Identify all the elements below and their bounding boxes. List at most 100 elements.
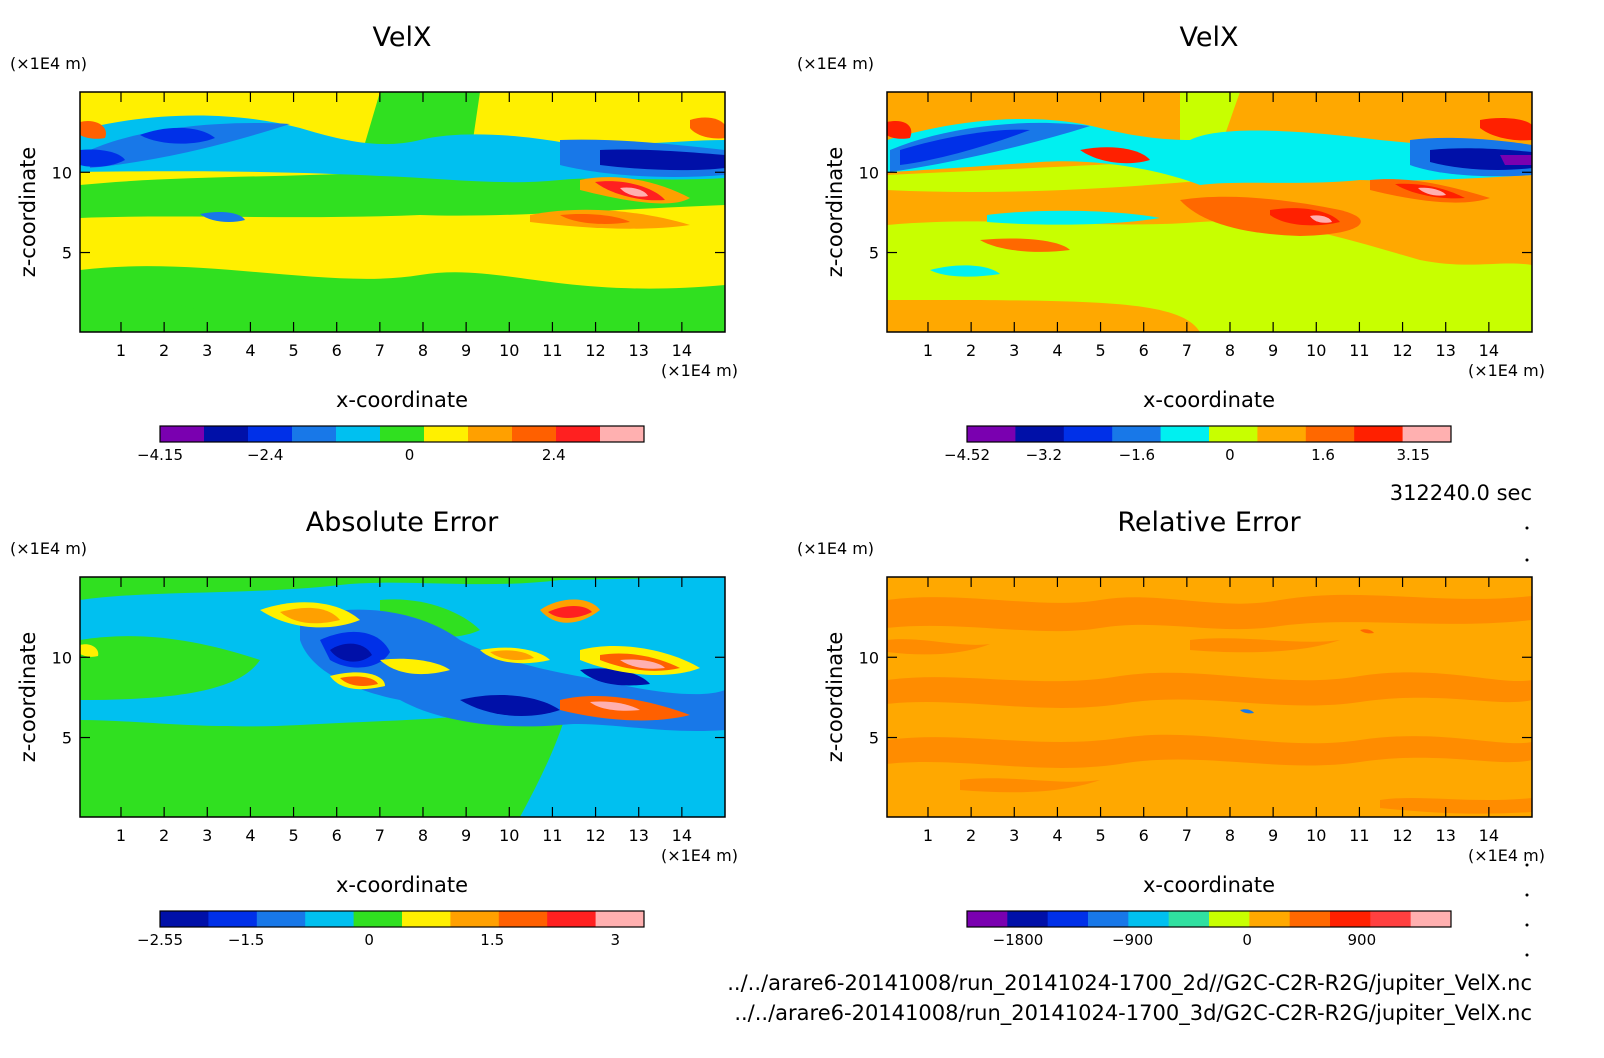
x-axis-label: x-coordinate — [336, 388, 468, 412]
x-tick-label: 6 — [332, 341, 342, 360]
colorbar-segment — [1063, 426, 1113, 442]
x-tick-label: 4 — [1052, 826, 1062, 845]
colorbar-tick-label: −1.6 — [1119, 446, 1155, 464]
x-axis-label: x-coordinate — [1143, 388, 1275, 412]
x-tick-label: 12 — [585, 826, 605, 845]
colorbar-segment — [1305, 426, 1355, 442]
x-tick-label: 13 — [629, 341, 649, 360]
x-tick-label: 12 — [585, 341, 605, 360]
colorbar-tick-label: 3.15 — [1396, 446, 1429, 464]
y-tick-label: 5 — [869, 244, 879, 263]
colorbar-segment — [547, 911, 597, 927]
colorbar-segment — [1402, 426, 1452, 442]
colorbar-segment — [353, 911, 403, 927]
x-tick-label: 6 — [332, 826, 342, 845]
x-tick-label: 6 — [1139, 341, 1149, 360]
x-tick-label: 2 — [159, 341, 169, 360]
colorbar-segment — [1249, 911, 1291, 927]
x-tick-label: 1 — [116, 826, 126, 845]
y-unit-label: (×1E4 m) — [797, 54, 874, 73]
y-tick-label: 10 — [52, 163, 72, 182]
y-unit-label: (×1E4 m) — [10, 54, 87, 73]
colorbar-segment — [556, 426, 601, 442]
colorbar-segment — [967, 911, 1008, 927]
colorbar-segment — [1209, 426, 1258, 442]
colorbar-segment — [512, 426, 557, 442]
x-tick-label: 4 — [245, 341, 255, 360]
x-tick-label: 13 — [1436, 341, 1456, 360]
x-tick-label: 10 — [499, 341, 519, 360]
x-tick-label: 14 — [672, 826, 692, 845]
x-tick-label: 11 — [1349, 341, 1369, 360]
plot-frame — [79, 576, 726, 818]
colorbar-segment — [1088, 911, 1129, 927]
file-path-2d: ../../arare6-20141008/run_20141024-1700_… — [727, 971, 1532, 996]
colorbar-tick-label: −1800 — [993, 931, 1044, 949]
colorbar-tick-label: 0 — [405, 446, 415, 464]
x-tick-label: 2 — [966, 341, 976, 360]
panel-title: VelX — [373, 22, 432, 53]
x-tick-label: 7 — [375, 341, 385, 360]
y-ticks: 5 10 — [52, 163, 725, 263]
y-tick-label: 5 — [62, 244, 72, 263]
colorbar-segment — [256, 911, 306, 927]
colorbar-segment — [336, 426, 381, 442]
x-ticks: 1 2 3 4 5 6 7 8 9 10 11 12 13 14 — [923, 577, 1499, 845]
colorbar-segment — [424, 426, 469, 442]
y-axis-label: z-coordinate — [16, 632, 40, 763]
x-tick-label: 10 — [1306, 341, 1326, 360]
colorbar: −1800 −900 0 900 — [966, 910, 1452, 949]
x-tick-label: 4 — [1052, 341, 1062, 360]
x-tick-label: 14 — [1479, 341, 1499, 360]
colorbar-segment — [967, 426, 1016, 442]
separator-dots — [1525, 526, 1529, 957]
x-tick-label: 3 — [202, 341, 212, 360]
colorbar-tick-label: −1.5 — [228, 931, 264, 949]
colorbar-segment — [305, 911, 355, 927]
colorbar-segment — [1209, 911, 1250, 927]
panel-absolute-error: Absolute Error (×1E4 m) — [10, 507, 738, 949]
x-tick-label: 10 — [499, 826, 519, 845]
colorbar-segment — [1168, 911, 1210, 927]
colorbar-tick-label: −3.2 — [1026, 446, 1062, 464]
x-ticks: 1 2 3 4 5 6 7 8 9 10 11 12 13 14 — [923, 92, 1499, 360]
colorbar-tick-label: −2.4 — [247, 446, 283, 464]
x-unit-label: (×1E4 m) — [661, 361, 738, 380]
colorbar-segment — [468, 426, 513, 442]
colorbar-tick-label: 0 — [364, 931, 374, 949]
colorbar-segment — [595, 911, 645, 927]
colorbar-frame — [159, 910, 645, 928]
colorbar-tick-label: 2.4 — [542, 446, 566, 464]
x-tick-label: 9 — [1268, 826, 1278, 845]
x-tick-label: 5 — [288, 826, 298, 845]
colorbar-segment — [1257, 426, 1307, 442]
panel-title: Relative Error — [1117, 507, 1301, 538]
contour-field — [80, 92, 725, 332]
x-tick-label: 5 — [1095, 826, 1105, 845]
colorbar-segment — [600, 426, 645, 442]
colorbar-segment — [1007, 911, 1049, 927]
time-label: 312240.0 sec — [1390, 481, 1532, 505]
y-unit-label: (×1E4 m) — [797, 539, 874, 558]
colorbar-tick-label: −4.52 — [944, 446, 990, 464]
x-tick-label: 9 — [1268, 341, 1278, 360]
panel-title: VelX — [1180, 22, 1239, 53]
colorbar: −4.52 −3.2 −1.6 0 1.6 3.15 — [944, 425, 1452, 464]
colorbar-segment — [1330, 911, 1371, 927]
colorbar-segment — [402, 911, 451, 927]
x-tick-label: 12 — [1392, 341, 1412, 360]
y-ticks: 5 10 — [859, 648, 1532, 748]
y-tick-label: 5 — [869, 729, 879, 748]
panel-relative-error: Relative Error (×1E4 m) 1 2 3 4 5 6 7 8 9 10 11 12 1… — [797, 507, 1545, 949]
colorbar-segment — [204, 426, 249, 442]
colorbar-frame — [159, 425, 645, 443]
x-tick-label: 13 — [1436, 826, 1456, 845]
contour-field — [887, 92, 1532, 332]
colorbar-segment — [1015, 426, 1065, 442]
file-path-3d: ../../arare6-20141008/run_20141024-1700_… — [734, 1001, 1532, 1026]
y-ticks: 5 10 — [52, 648, 725, 748]
x-tick-label: 7 — [375, 826, 385, 845]
x-tick-label: 1 — [923, 341, 933, 360]
x-tick-label: 3 — [202, 826, 212, 845]
